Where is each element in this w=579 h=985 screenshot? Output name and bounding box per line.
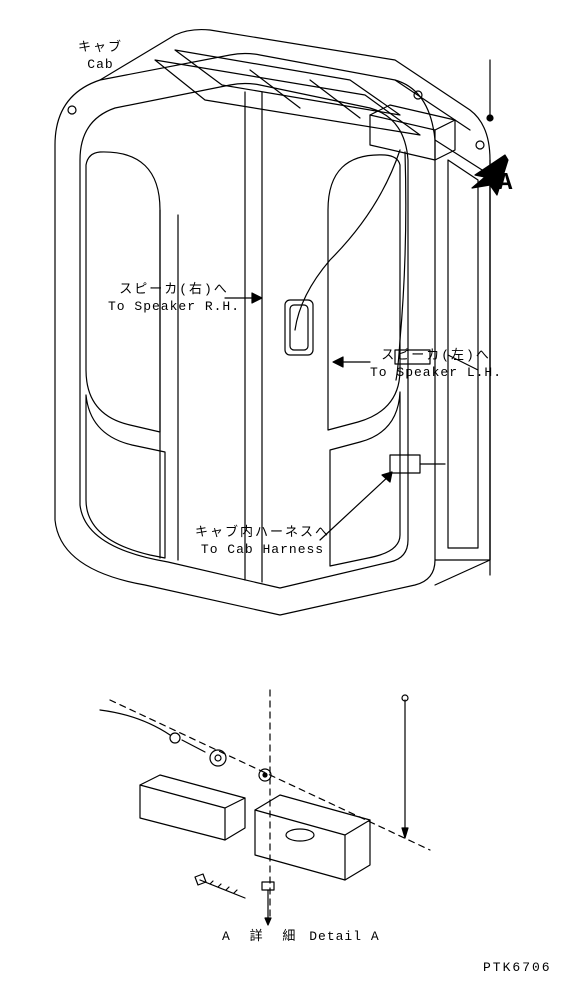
label-speaker-rh-jp: スピーカ(右)へ [108,282,240,299]
label-speaker-rh: スピーカ(右)へ To Speaker R.H. [108,282,240,316]
cab-diagram [0,0,579,985]
label-cab: キャブ Cab [78,40,123,74]
label-speaker-lh-jp: スピーカ(左)へ [370,348,502,365]
label-cab-harness-en: To Cab Harness [195,542,330,559]
label-speaker-rh-en: To Speaker R.H. [108,299,240,316]
drawing-number: PTK6706 [483,960,552,975]
drawing-number-text: PTK6706 [483,960,552,975]
label-speaker-lh-en: To Speaker L.H. [370,365,502,382]
view-arrow-a-text: A [498,170,512,197]
label-cab-jp: キャブ [78,40,123,57]
view-arrow-a: A [498,170,512,197]
label-speaker-lh: スピーカ(左)へ To Speaker L.H. [370,348,502,382]
label-detail-a: A 詳 細 Detail A [222,928,380,946]
label-detail-a-jp: A 詳 細 [222,929,301,944]
label-detail-a-en: Detail A [309,929,379,944]
label-cab-harness: キャブ内ハーネスへ To Cab Harness [195,525,330,559]
label-cab-harness-jp: キャブ内ハーネスへ [195,525,330,542]
label-cab-en: Cab [78,57,123,74]
